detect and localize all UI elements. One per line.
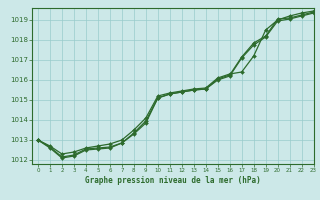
X-axis label: Graphe pression niveau de la mer (hPa): Graphe pression niveau de la mer (hPa) — [85, 176, 261, 185]
